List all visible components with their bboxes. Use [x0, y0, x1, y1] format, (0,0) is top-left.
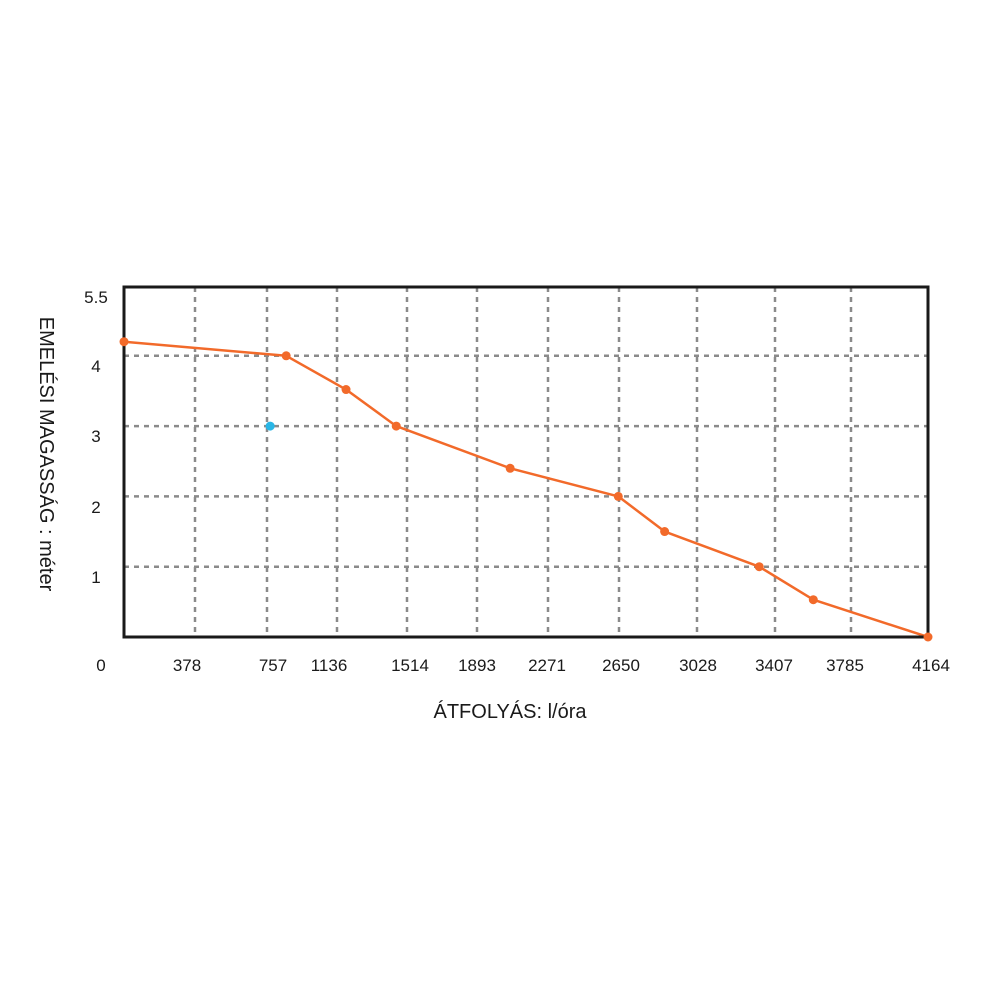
- data-point: [341, 385, 351, 395]
- series-layer: [123, 340, 929, 639]
- x-tick-label: 1514: [391, 656, 429, 675]
- data-point: [505, 463, 515, 473]
- data-point: [923, 632, 933, 642]
- x-tick-label: 757: [259, 656, 287, 675]
- x-tick-label: 2650: [602, 656, 640, 675]
- x-tick-label: 2271: [528, 656, 566, 675]
- x-tick-label: 3785: [826, 656, 864, 675]
- x-tick-label: 3407: [755, 656, 793, 675]
- data-point: [391, 421, 401, 431]
- x-tick-label: 4164: [912, 656, 950, 675]
- x-tick-label: 0: [96, 656, 105, 675]
- y-tick-label: 1: [91, 568, 100, 587]
- x-tick-labels: 0 378 757 1136 1514 1893 2271 2650 3028 3407 3785 4…: [96, 656, 950, 675]
- y-tick-labels: 1 2 3 4 5.5: [84, 288, 108, 587]
- series-line: [123, 340, 929, 639]
- x-tick-label: 1136: [311, 656, 348, 675]
- data-point: [754, 562, 764, 572]
- points-layer: [119, 337, 933, 642]
- data-point: [119, 337, 129, 347]
- y-tick-label: 3: [91, 427, 100, 446]
- x-axis-title: ÁTFOLYÁS: l/óra: [433, 700, 587, 723]
- grid-lines: [124, 287, 928, 637]
- data-point: [808, 595, 818, 605]
- x-tick-label: 378: [173, 656, 201, 675]
- y-tick-label: 5.5: [84, 288, 108, 307]
- y-axis-title: EMELÉSI MAGASSÁG : méter: [35, 317, 58, 592]
- data-point: [281, 351, 291, 361]
- y-tick-label: 2: [91, 498, 100, 517]
- x-tick-label: 3028: [679, 656, 717, 675]
- data-point: [613, 491, 623, 501]
- data-point: [660, 527, 670, 537]
- marker-point: [265, 421, 275, 431]
- plot-frame: [122, 285, 930, 639]
- y-tick-label: 4: [91, 357, 100, 376]
- x-tick-label: 1893: [458, 656, 496, 675]
